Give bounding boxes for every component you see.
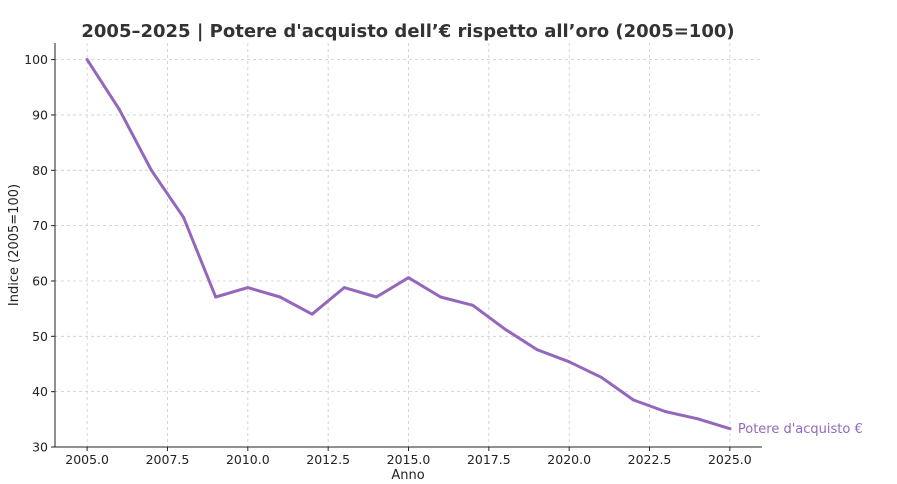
x-tick-label: 2012.5 xyxy=(306,452,350,467)
data-point xyxy=(503,327,507,331)
x-tick-label: 2005.0 xyxy=(65,452,109,467)
data-point xyxy=(246,286,250,290)
data-point xyxy=(310,312,314,316)
data-point xyxy=(117,108,121,111)
y-tick-label: 70 xyxy=(32,218,48,233)
data-point xyxy=(696,417,700,421)
x-tick-label: 2017.5 xyxy=(467,452,511,467)
y-tick-label: 30 xyxy=(32,440,48,455)
data-point xyxy=(214,295,218,299)
x-axis-label: Anno xyxy=(391,468,424,483)
data-point xyxy=(567,360,571,364)
y-axis-ticks: 30 40 50 60 70 80 90 100 xyxy=(24,52,55,455)
x-tick-label: 2007.5 xyxy=(146,452,190,467)
data-point xyxy=(535,348,539,351)
data-point xyxy=(182,215,185,219)
y-tick-label: 80 xyxy=(32,163,48,178)
data-point xyxy=(85,58,89,62)
x-tick-label: 2010.0 xyxy=(226,452,270,467)
x-tick-label: 2020.0 xyxy=(547,452,591,467)
data-point xyxy=(150,168,153,172)
data-point xyxy=(664,410,667,413)
y-tick-label: 40 xyxy=(32,384,48,399)
chart-title: 2005–2025 | Potere d'acquisto dell’€ ris… xyxy=(81,21,734,42)
data-point xyxy=(728,427,732,431)
data-point xyxy=(599,375,603,379)
x-tick-label: 2015.0 xyxy=(387,452,431,467)
y-tick-label: 50 xyxy=(32,329,48,344)
y-tick-label: 60 xyxy=(32,273,48,288)
data-point xyxy=(374,295,378,299)
x-axis-ticks: 2005.0 2007.5 2010.0 2012.5 2015.0 2017.5 2020… xyxy=(65,447,752,467)
series-end-label: Potere d'acquisto € xyxy=(738,422,863,437)
data-point xyxy=(632,398,635,402)
y-tick-label: 100 xyxy=(24,52,48,67)
grid xyxy=(55,43,762,448)
data-point xyxy=(407,276,410,280)
data-point xyxy=(471,303,475,307)
y-axis-label: Indice (2005=100) xyxy=(7,184,22,306)
x-tick-label: 2025.0 xyxy=(708,452,752,467)
series-layer: Potere d'acquisto € xyxy=(85,58,863,437)
data-point xyxy=(342,286,346,290)
data-point xyxy=(439,295,443,299)
y-tick-label: 90 xyxy=(32,107,48,122)
x-tick-label: 2022.5 xyxy=(628,452,672,467)
data-point xyxy=(278,295,282,299)
